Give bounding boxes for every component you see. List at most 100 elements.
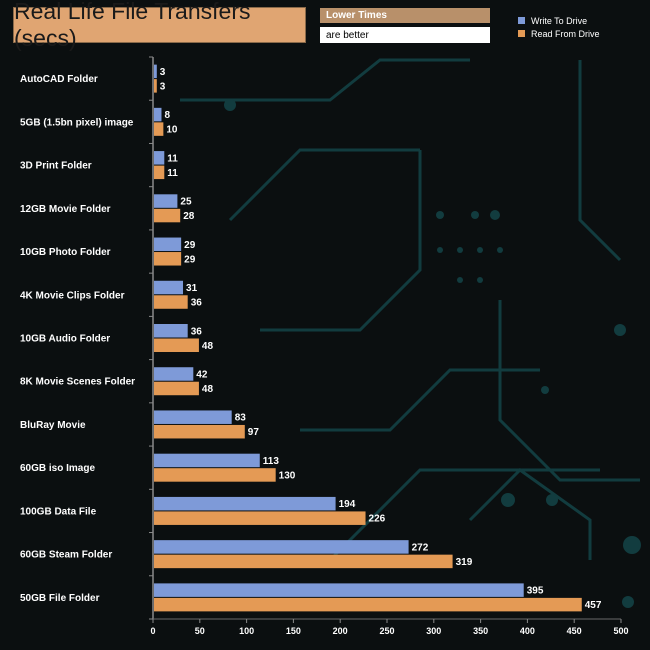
- x-tick-label: 250: [379, 626, 394, 636]
- bar-read: [154, 338, 199, 352]
- data-label-read: 36: [191, 298, 203, 309]
- bar-write: [154, 280, 184, 295]
- circuit-node: [457, 277, 463, 283]
- data-label-write: 36: [191, 326, 203, 337]
- bar-write: [154, 453, 260, 468]
- legend: Write To Drive Read From Drive: [518, 14, 600, 40]
- circuit-trace: [498, 300, 640, 482]
- x-tick-label: 450: [567, 626, 582, 636]
- bar-read: [154, 381, 199, 396]
- data-label-read: 10: [166, 125, 178, 136]
- bar-write: [154, 64, 157, 79]
- category-label: 5GB (1.5bn pixel) image: [20, 117, 134, 128]
- bar-write: [154, 237, 182, 252]
- circuit-node: [622, 596, 634, 608]
- bar-read: [154, 511, 366, 525]
- data-label-write: 8: [164, 110, 170, 121]
- category-label: 50GB File Folder: [20, 593, 100, 604]
- bar-write: [154, 410, 232, 424]
- circuit-node: [437, 247, 443, 253]
- data-label-read: 28: [183, 211, 195, 222]
- x-tick-label: 200: [333, 626, 348, 636]
- bar-write: [154, 151, 165, 165]
- category-label: 4K Movie Clips Folder: [20, 290, 125, 301]
- data-label-write: 113: [263, 456, 280, 467]
- circuit-trace: [328, 468, 600, 562]
- circuit-node: [501, 493, 515, 507]
- category-label: 10GB Photo Folder: [20, 247, 111, 258]
- category-label: 100GB Data File: [20, 506, 97, 517]
- legend-item-read: Read From Drive: [518, 27, 600, 40]
- data-label-write: 395: [527, 586, 544, 597]
- data-label-read: 130: [279, 470, 296, 481]
- bar-write: [154, 194, 178, 208]
- bar-read: [154, 295, 188, 309]
- legend-swatch-write: [518, 17, 525, 24]
- bar-write: [154, 540, 409, 554]
- bar-write: [154, 367, 194, 381]
- data-label-read: 3: [160, 81, 166, 92]
- circuit-node: [224, 99, 236, 111]
- circuit-node: [436, 211, 444, 219]
- data-label-write: 25: [180, 197, 192, 208]
- bar-read: [154, 252, 182, 266]
- bar-write: [154, 324, 188, 338]
- legend-label-write: Write To Drive: [531, 15, 588, 26]
- circuit-node: [477, 247, 483, 253]
- legend-item-write: Write To Drive: [518, 14, 600, 27]
- data-label-write: 194: [339, 499, 356, 510]
- x-tick-label: 0: [150, 626, 155, 636]
- circuit-node: [497, 247, 503, 253]
- circuit-node: [614, 324, 626, 336]
- data-label-read: 11: [167, 168, 178, 179]
- category-label: 12GB Movie Folder: [20, 204, 111, 215]
- circuit-trace: [180, 58, 470, 102]
- category-label: 8K Movie Scenes Folder: [20, 377, 135, 388]
- x-tick-label: 300: [426, 626, 441, 636]
- legend-swatch-read: [518, 30, 525, 37]
- circuit-trace: [300, 368, 540, 432]
- bar-write: [154, 107, 162, 122]
- x-tick-label: 100: [239, 626, 254, 636]
- bar-read: [154, 424, 245, 439]
- x-tick-label: 500: [613, 626, 628, 636]
- circuit-node: [457, 247, 463, 253]
- category-label: 3D Print Folder: [20, 161, 92, 172]
- circuit-node: [477, 277, 483, 283]
- bar-read: [154, 79, 157, 93]
- note-are-better: are better: [320, 27, 490, 43]
- circuit-node: [471, 211, 479, 219]
- bar-read: [154, 122, 164, 136]
- data-label-read: 457: [585, 600, 602, 611]
- category-label: 10GB Audio Folder: [20, 334, 110, 345]
- data-label-write: 11: [167, 153, 178, 164]
- bar-read: [154, 597, 582, 612]
- x-tick-label: 400: [520, 626, 535, 636]
- legend-label-read: Read From Drive: [531, 28, 600, 39]
- circuit-trace: [228, 148, 420, 222]
- bar-read: [154, 554, 453, 569]
- category-label: BluRay Movie: [20, 420, 86, 431]
- data-label-write: 3: [160, 67, 166, 78]
- category-label: 60GB Steam Folder: [20, 550, 112, 561]
- category-label: AutoCAD Folder: [20, 74, 98, 85]
- data-label-read: 48: [202, 341, 214, 352]
- data-label-read: 226: [369, 514, 386, 525]
- data-label-read: 29: [184, 254, 196, 265]
- data-label-read: 97: [248, 427, 260, 438]
- note-lower-times: Lower Times: [320, 8, 490, 23]
- category-label: 60GB iso Image: [20, 463, 95, 474]
- data-label-write: 83: [235, 413, 247, 424]
- circuit-node: [546, 494, 558, 506]
- bar-read: [154, 468, 276, 482]
- bar-write: [154, 583, 524, 597]
- data-label-write: 272: [412, 542, 429, 553]
- data-label-write: 42: [196, 369, 208, 380]
- bar-read: [154, 208, 181, 223]
- circuit-node: [541, 386, 549, 394]
- bar-write: [154, 496, 336, 511]
- data-label-write: 29: [184, 240, 196, 251]
- x-tick-label: 50: [195, 626, 205, 636]
